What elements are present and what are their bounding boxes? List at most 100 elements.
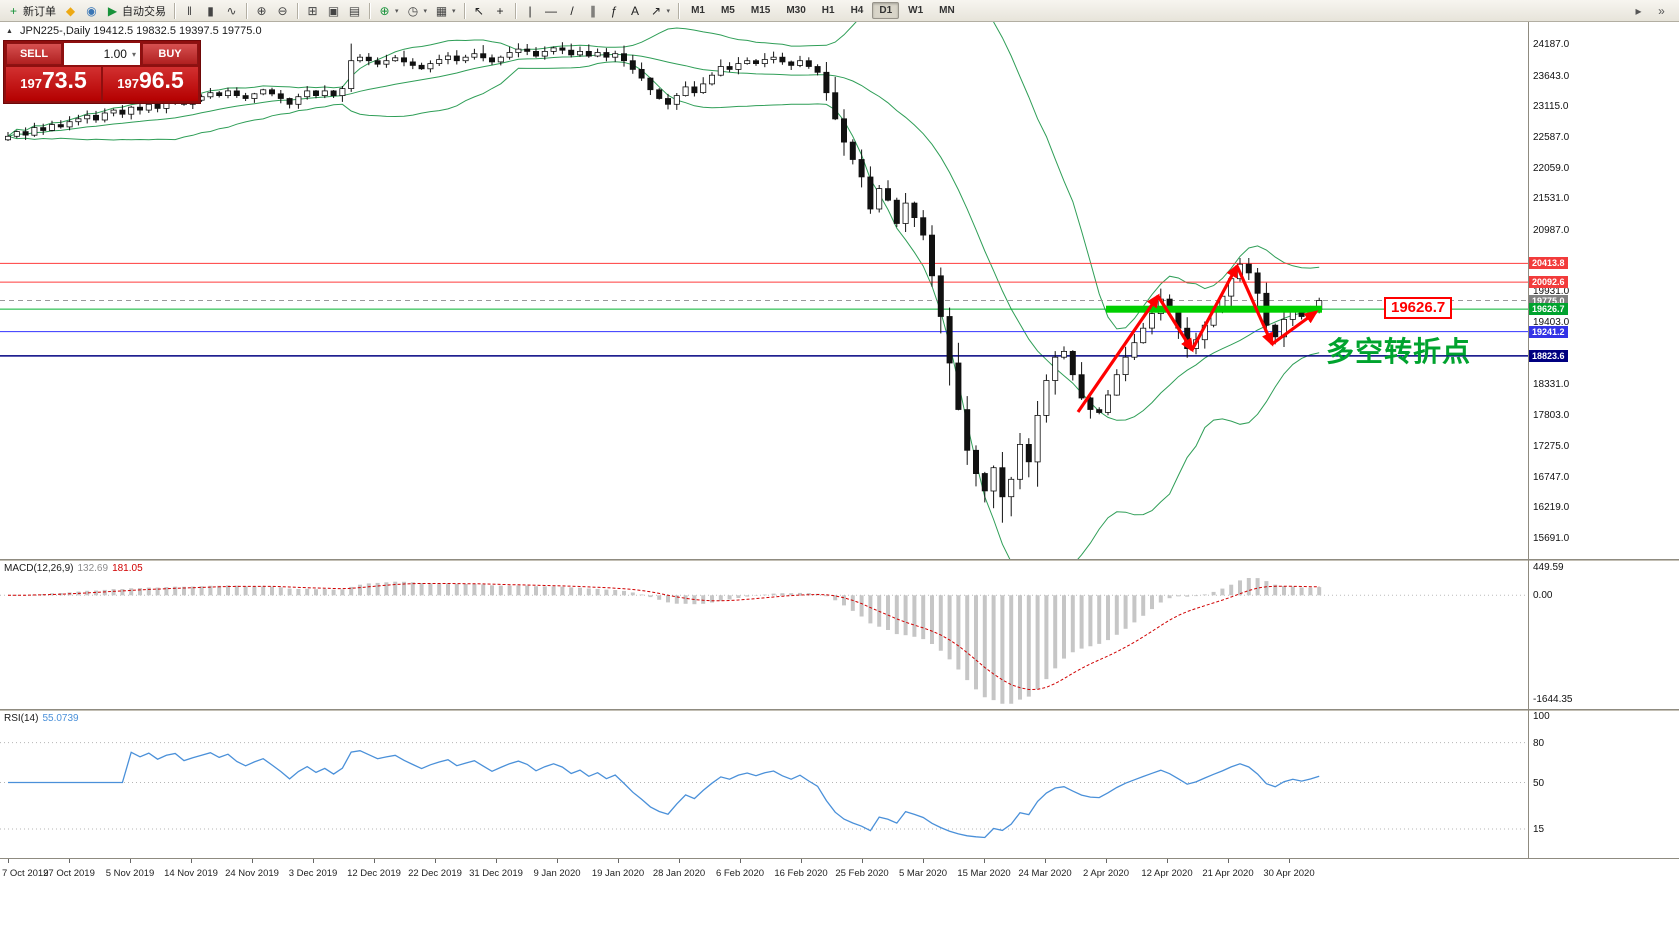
price-axis-label: 19403.0 — [1533, 317, 1570, 328]
toolbar-separator — [246, 2, 247, 19]
timeframe-m1-button[interactable]: M1 — [691, 5, 705, 16]
volume-spinner-icon[interactable]: ▾ — [131, 49, 136, 59]
timeframe-m5-button[interactable]: M5 — [720, 5, 735, 16]
timeframe-d1-button[interactable]: D1 — [872, 2, 900, 19]
sell-button[interactable]: SELL — [6, 43, 62, 65]
panel-splitter[interactable] — [0, 559, 1679, 561]
autotrading-button[interactable]: ▶ 自动交易 — [102, 2, 170, 20]
price-axis-separator — [1528, 22, 1529, 858]
candles-layer — [5, 42, 1323, 523]
timeframe-m15-button[interactable]: M15 — [750, 5, 771, 16]
date-axis-label: 5 Nov 2019 — [105, 868, 155, 879]
timeframe-w1-button[interactable]: W1 — [908, 5, 924, 16]
channel-button[interactable]: ∥ — [583, 2, 604, 20]
date-axis-label: 31 Dec 2019 — [469, 868, 523, 879]
date-axis-tick — [984, 859, 985, 863]
date-axis-label: 25 Feb 2020 — [835, 868, 889, 879]
sell-price[interactable]: 197 73.5 — [6, 67, 101, 101]
profiles-button[interactable]: ◷ ▾ — [403, 2, 432, 20]
trendline-button[interactable]: / — [562, 2, 583, 20]
price-axis-label: 17275.0 — [1533, 441, 1570, 452]
macd-histogram — [14, 578, 1322, 704]
price-axis-label: 15691.0 — [1533, 533, 1570, 544]
fibonacci-button[interactable]: ƒ — [604, 2, 625, 20]
macd-panel-chart[interactable] — [0, 561, 1529, 709]
price-axis-label: 21531.0 — [1533, 193, 1570, 204]
cursor-button[interactable]: ↖ — [469, 2, 490, 20]
price-chart[interactable] — [0, 22, 1529, 559]
fibonacci-icon: ƒ — [610, 3, 618, 18]
new-chart-button[interactable]: ⊕ ▾ — [374, 2, 403, 20]
timeframe-mn-button[interactable]: MN — [939, 5, 955, 16]
community-button[interactable]: ◉ — [81, 2, 102, 20]
price-axis-label: 24187.0 — [1533, 39, 1570, 50]
metaquotes-button[interactable]: ◆ — [60, 2, 81, 20]
line-chart-button[interactable]: ∿ — [221, 2, 242, 20]
text-tool-icon: A — [631, 3, 640, 18]
price-prefix: 197 — [20, 76, 42, 91]
toolbar-separator — [297, 2, 298, 19]
price-level-tag: 19241.2 — [1529, 326, 1568, 338]
autotrading-button-label: 自动交易 — [122, 5, 166, 18]
price-level-tag: 19626.7 — [1529, 303, 1568, 315]
chevron-down-icon: ▾ — [395, 7, 399, 15]
panel-splitter[interactable] — [0, 709, 1679, 711]
timeframe-h1-button[interactable]: H1 — [821, 5, 835, 16]
new-chart-icon: ⊕ — [379, 3, 390, 18]
price-axis-label: 50 — [1533, 778, 1545, 789]
price-big-digits: 73.5 — [41, 67, 87, 93]
buy-button[interactable]: BUY — [142, 43, 198, 65]
collapse-arrow-icon[interactable]: ▲ — [6, 28, 13, 35]
channel-icon: ∥ — [590, 3, 597, 18]
turning-point-annotation: 多空转折点 — [1326, 336, 1472, 367]
arrange-windows-button[interactable]: ▤ — [344, 2, 365, 20]
date-axis-label: 7 Oct 2019 — [2, 868, 49, 879]
zoom-out-button[interactable]: ⊖ — [272, 2, 293, 20]
community-icon: ◉ — [86, 3, 97, 18]
chart-properties-icon: ▦ — [435, 3, 448, 18]
timeframe-h4-button[interactable]: H4 — [850, 5, 864, 16]
price-axis-label: 20987.0 — [1533, 225, 1570, 236]
one-click-trading-panel: SELL 1.00 ▾ BUY 197 73.5 197 96.5 — [3, 40, 201, 104]
toolbar-right-icons: ▸» — [1628, 2, 1676, 20]
arrows-tool-button[interactable]: ↗ ▾ — [646, 2, 675, 20]
price-axis-label: 22587.0 — [1533, 132, 1570, 143]
zoom-in-icon: ⊕ — [256, 3, 267, 18]
price-axis-label: 18331.0 — [1533, 379, 1570, 390]
chart-properties-button[interactable]: ▦ ▾ — [431, 2, 460, 20]
price-axis-label: 16747.0 — [1533, 472, 1570, 483]
text-tool-button[interactable]: A — [625, 2, 646, 20]
chart-shift-icon: ▸ — [1635, 3, 1642, 18]
zoom-in-button[interactable]: ⊕ — [251, 2, 272, 20]
tile-windows-button[interactable]: ⊞ — [302, 2, 323, 20]
vertical-line-button[interactable]: | — [520, 2, 541, 20]
chart-shift-button[interactable]: ▸ — [1628, 2, 1649, 20]
new-order-button[interactable]: + 新订单 — [3, 2, 60, 20]
horizontal-line-button[interactable]: — — [541, 2, 562, 20]
indicator-name: MACD(12,26,9) — [4, 563, 74, 574]
cascade-windows-button[interactable]: ▣ — [323, 2, 344, 20]
chevron-down-icon: ▾ — [452, 7, 456, 15]
price-axis-label: 23643.0 — [1533, 71, 1570, 82]
cascade-windows-icon: ▣ — [327, 3, 340, 18]
date-axis-tick — [252, 859, 253, 863]
horizontal-line-icon: — — [545, 3, 558, 18]
date-axis-label: 6 Feb 2020 — [715, 868, 765, 879]
volume-input[interactable]: 1.00 ▾ — [64, 43, 140, 65]
toolbar-separator — [369, 2, 370, 19]
bollinger-bands — [7, 22, 1320, 559]
timeframe-m30-button[interactable]: M30 — [786, 5, 806, 16]
date-axis-label: 12 Apr 2020 — [1141, 868, 1193, 879]
date-axis-tick — [1045, 859, 1046, 863]
crosshair-button[interactable]: + — [490, 2, 511, 20]
metaquotes-icon: ◆ — [65, 3, 76, 18]
candlestick-chart-button[interactable]: ▮ — [200, 2, 221, 20]
toolbar-overflow-button[interactable]: » — [1651, 2, 1672, 20]
buy-price[interactable]: 197 96.5 — [103, 67, 198, 101]
arrows-tool-icon: ↗ — [651, 3, 662, 18]
date-axis-label: 15 Mar 2020 — [957, 868, 1011, 879]
rsi-panel-chart[interactable] — [0, 711, 1529, 858]
bar-chart-button[interactable]: ‖ — [179, 2, 200, 20]
chevron-down-icon: ▾ — [423, 7, 428, 15]
date-axis: 7 Oct 2019 27 Oct 2019 5 Nov 2019 14 Nov 20… — [0, 858, 1679, 884]
